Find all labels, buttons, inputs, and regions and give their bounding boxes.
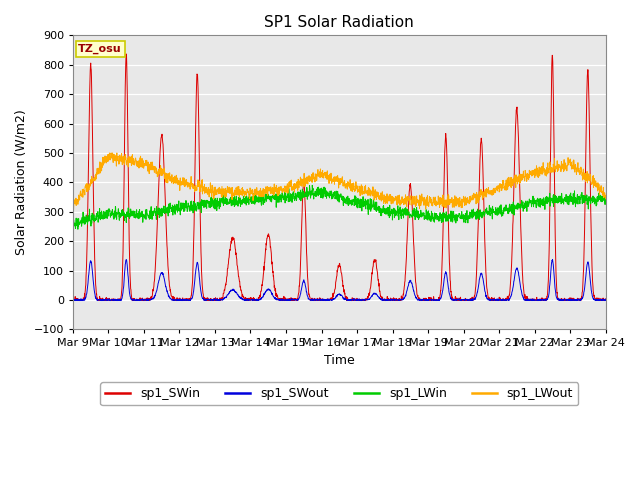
sp1_LWin (570, 196, 577, 202)
sp1_LWin (74, 227, 82, 232)
sp1_LWin (555, 193, 563, 199)
sp1_SWin (555, 297, 563, 303)
sp1_LWin (218, 197, 225, 203)
sp1_LWin (602, 200, 609, 205)
sp1_SWout (570, 297, 577, 302)
sp1_LWout (367, 191, 374, 196)
sp1_SWin (570, 298, 577, 303)
X-axis label: Time: Time (324, 354, 355, 367)
sp1_SWin (495, 298, 502, 303)
sp1_LWout (602, 196, 609, 202)
sp1_SWout (70, 298, 78, 303)
sp1_SWin (602, 296, 609, 302)
sp1_LWin (495, 211, 502, 217)
sp1_LWout (495, 185, 502, 191)
sp1_LWout (218, 183, 226, 189)
sp1_LWout (70, 209, 77, 215)
Legend: sp1_SWin, sp1_SWout, sp1_LWin, sp1_LWout: sp1_SWin, sp1_SWout, sp1_LWin, sp1_LWout (100, 383, 578, 406)
Line: sp1_SWout: sp1_SWout (73, 260, 605, 300)
sp1_SWout (602, 297, 609, 302)
Line: sp1_LWin: sp1_LWin (73, 185, 605, 229)
sp1_LWout (555, 162, 563, 168)
sp1_LWin (308, 182, 316, 188)
sp1_SWout (548, 257, 556, 263)
Y-axis label: Solar Radiation (W/m2): Solar Radiation (W/m2) (15, 109, 28, 255)
sp1_LWin (367, 201, 374, 207)
Line: sp1_SWin: sp1_SWin (73, 54, 605, 300)
Title: SP1 Solar Radiation: SP1 Solar Radiation (264, 15, 414, 30)
sp1_LWin (355, 196, 363, 202)
sp1_SWin (355, 298, 363, 303)
sp1_SWout (366, 296, 374, 301)
Line: sp1_LWout: sp1_LWout (73, 153, 605, 212)
sp1_LWout (69, 202, 77, 208)
sp1_LWin (69, 214, 77, 220)
sp1_SWout (218, 297, 225, 302)
sp1_SWout (494, 296, 502, 301)
sp1_SWin (122, 51, 130, 57)
sp1_LWout (355, 189, 363, 194)
Text: TZ_osu: TZ_osu (78, 44, 122, 54)
sp1_SWin (367, 285, 374, 291)
sp1_SWin (218, 296, 226, 301)
sp1_LWout (570, 157, 577, 163)
sp1_SWin (69, 297, 77, 302)
sp1_SWout (555, 297, 563, 303)
sp1_LWout (106, 150, 113, 156)
sp1_SWin (69, 298, 77, 303)
sp1_SWout (355, 297, 362, 303)
sp1_SWout (69, 297, 77, 303)
